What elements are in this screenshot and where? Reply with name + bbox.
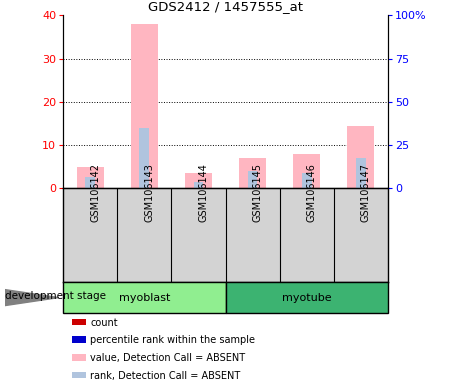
- Polygon shape: [5, 290, 59, 306]
- Bar: [131, 24, 158, 188]
- Bar: [63, 282, 226, 313]
- Text: GSM106142: GSM106142: [90, 163, 100, 222]
- Text: GSM106146: GSM106146: [307, 164, 317, 222]
- Bar: [239, 158, 266, 188]
- Bar: [193, 182, 203, 188]
- Bar: [293, 154, 320, 188]
- Text: GSM106144: GSM106144: [198, 164, 208, 222]
- Text: GSM106143: GSM106143: [144, 164, 154, 222]
- Text: rank, Detection Call = ABSENT: rank, Detection Call = ABSENT: [90, 371, 240, 381]
- Text: development stage: development stage: [5, 291, 106, 301]
- Bar: [139, 127, 149, 188]
- Text: value, Detection Call = ABSENT: value, Detection Call = ABSENT: [90, 353, 245, 363]
- Text: percentile rank within the sample: percentile rank within the sample: [90, 335, 255, 345]
- Bar: [226, 282, 388, 313]
- Bar: [85, 177, 95, 188]
- Bar: [185, 173, 212, 188]
- Text: myoblast: myoblast: [119, 293, 170, 303]
- Text: count: count: [90, 318, 118, 328]
- Bar: [356, 158, 366, 188]
- Bar: [77, 167, 104, 188]
- Bar: [302, 173, 312, 188]
- Title: GDS2412 / 1457555_at: GDS2412 / 1457555_at: [148, 0, 303, 13]
- Text: GSM106145: GSM106145: [253, 163, 262, 222]
- Text: myotube: myotube: [282, 293, 331, 303]
- Bar: [347, 126, 374, 188]
- Text: GSM106147: GSM106147: [361, 163, 371, 222]
- Bar: [248, 171, 258, 188]
